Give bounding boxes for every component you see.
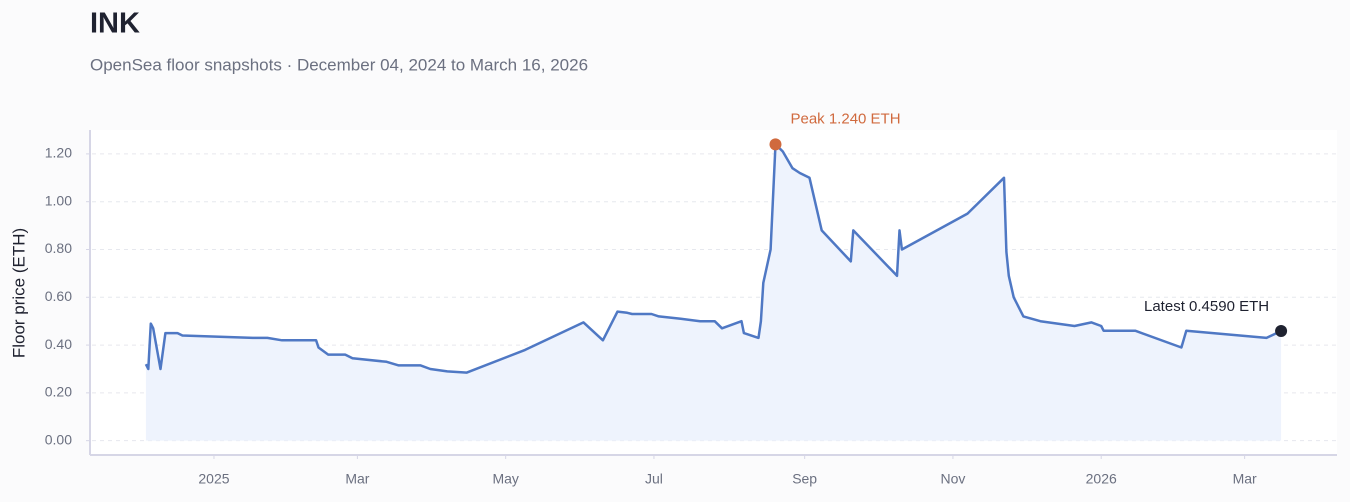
x-tick-label: 2026	[1086, 471, 1117, 487]
chart-title: INK	[90, 8, 140, 40]
y-tick-label: 0.60	[45, 288, 72, 304]
y-tick-label: 0.40	[45, 336, 72, 352]
area	[145, 144, 1282, 441]
x-tick-label: May	[492, 471, 518, 487]
y-tick-label: 1.20	[45, 145, 72, 161]
x-tick-label: Mar	[345, 471, 369, 487]
latest-label: Latest 0.4590 ETH	[1144, 298, 1269, 315]
y-tick-label: 1.00	[45, 192, 72, 208]
y-tick-label: 0.80	[45, 240, 72, 256]
x-tick-label: Mar	[1233, 471, 1257, 487]
peak-marker	[769, 138, 782, 151]
x-tick-label: 2025	[198, 471, 229, 487]
peak-label: Peak 1.240 ETH	[790, 110, 900, 127]
x-tick-label: Nov	[940, 471, 965, 487]
y-tick-label: 0.20	[45, 384, 72, 400]
line	[144, 143, 1282, 374]
chart-subtitle: OpenSea floor snapshots · December 04, 2…	[90, 55, 588, 74]
y-tick-label: 0.00	[45, 431, 72, 447]
latest-marker	[1275, 324, 1288, 337]
x-tick-label: Jul	[645, 471, 663, 487]
y-axis-label: Floor price (ETH)	[9, 228, 28, 358]
x-tick-label: Sep	[792, 471, 817, 487]
